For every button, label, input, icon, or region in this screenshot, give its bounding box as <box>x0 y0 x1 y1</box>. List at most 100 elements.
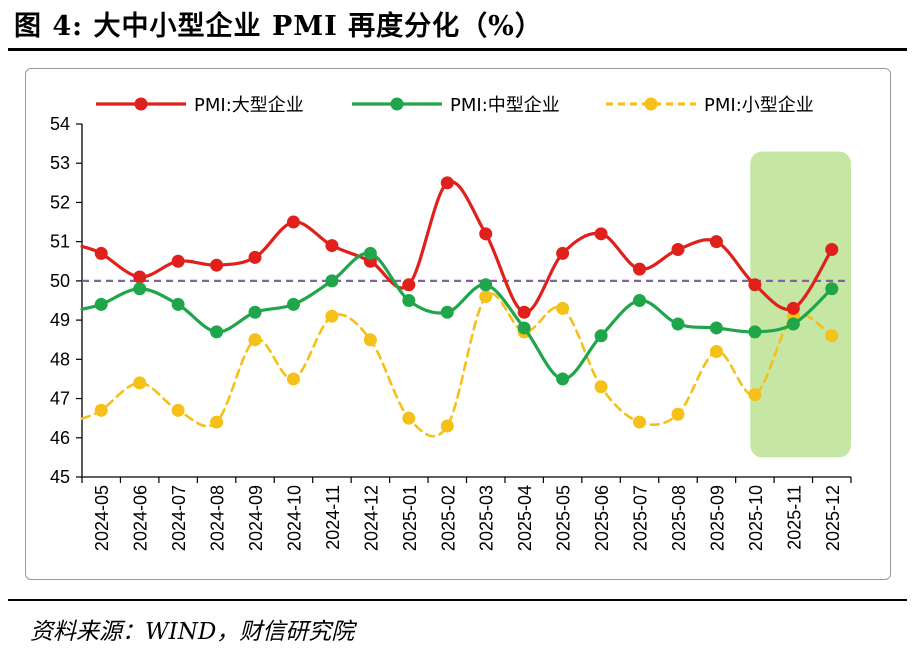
series-2-point-15 <box>671 407 685 421</box>
series-0-point-10 <box>479 227 493 241</box>
series-2-point-14 <box>633 415 647 429</box>
series-1-point-5 <box>286 297 300 311</box>
series-2-point-1 <box>133 376 147 390</box>
legend-label-0: PMI:大型企业 <box>194 95 304 116</box>
series-line-2 <box>80 292 834 438</box>
figure-title: 图 4: 大中小型企业 PMI 再度分化（%） <box>14 11 543 42</box>
y-tick-label: 53 <box>50 153 70 173</box>
series-2-point-17 <box>748 388 762 402</box>
series-2-point-0 <box>94 403 108 417</box>
series-0-point-17 <box>748 278 762 292</box>
y-tick-label: 51 <box>50 232 70 252</box>
x-tick-label: 2025-10 <box>746 485 766 551</box>
legend-marker-2 <box>644 97 658 111</box>
series-1-point-18 <box>786 317 800 331</box>
series-1-point-9 <box>440 305 454 319</box>
y-tick-label: 54 <box>50 114 70 134</box>
x-tick-label: 2025-05 <box>554 485 574 551</box>
x-tick-label: 2025-06 <box>592 485 612 551</box>
series-0-point-18 <box>786 301 800 315</box>
series-0-point-3 <box>210 258 224 272</box>
series-2-point-6 <box>325 309 339 323</box>
series-2-point-2 <box>171 403 185 417</box>
x-tick-label: 2024-05 <box>92 485 112 551</box>
series-0-point-15 <box>671 243 685 257</box>
y-tick-label: 46 <box>50 428 70 448</box>
x-tick-label: 2024-12 <box>361 485 381 551</box>
series-0-point-9 <box>440 176 454 190</box>
x-tick-label: 2025-12 <box>823 485 843 551</box>
series-0-point-6 <box>325 239 339 253</box>
y-tick-label: 45 <box>50 467 70 487</box>
series-0-point-5 <box>286 215 300 229</box>
series-1-point-15 <box>671 317 685 331</box>
x-tick-label: 2024-09 <box>246 485 266 551</box>
series-0-point-11 <box>517 305 531 319</box>
x-tick-label: 2025-11 <box>784 485 804 550</box>
series-0-point-16 <box>709 235 723 249</box>
series-1-point-13 <box>594 329 608 343</box>
series-2-point-19 <box>825 329 839 343</box>
source-note: 资料来源：WIND，财信研究院 <box>30 619 355 645</box>
series-1-point-12 <box>556 372 570 386</box>
legend-marker-1 <box>390 97 404 111</box>
x-tick-label: 2025-08 <box>669 485 689 551</box>
top-rule <box>8 48 907 51</box>
x-tick-label: 2024-07 <box>169 485 189 551</box>
series-1-point-6 <box>325 274 339 288</box>
y-tick-label: 50 <box>50 271 70 291</box>
series-2-point-8 <box>402 411 416 425</box>
series-1-point-0 <box>94 297 108 311</box>
chart-frame <box>25 68 891 580</box>
y-tick-label: 49 <box>50 310 70 330</box>
x-tick-label: 2024-10 <box>284 485 304 551</box>
series-2-point-16 <box>709 344 723 358</box>
series-1-point-7 <box>363 246 377 260</box>
series-0-point-4 <box>248 250 262 264</box>
series-1-point-3 <box>210 325 224 339</box>
series-2-point-5 <box>286 372 300 386</box>
series-0-point-0 <box>94 246 108 260</box>
series-2-point-3 <box>210 415 224 429</box>
series-1-point-1 <box>133 282 147 296</box>
legend-label-2: PMI:小型企业 <box>704 95 814 116</box>
x-tick-label: 2025-02 <box>438 485 458 551</box>
y-tick-label: 47 <box>50 389 70 409</box>
x-tick-label: 2025-07 <box>631 485 651 551</box>
x-tick-label: 2025-03 <box>477 485 497 551</box>
legend-marker-0 <box>134 97 148 111</box>
x-tick-label: 2025-01 <box>400 485 420 551</box>
x-tick-label: 2024-06 <box>131 485 151 551</box>
series-0-point-2 <box>171 254 185 268</box>
series-2-point-7 <box>363 333 377 347</box>
series-0-point-19 <box>825 243 839 257</box>
legend-label-1: PMI:中型企业 <box>450 95 560 116</box>
series-1-point-14 <box>633 294 647 307</box>
bottom-rule <box>8 599 907 601</box>
series-1-point-8 <box>402 294 416 307</box>
series-0-point-12 <box>556 246 570 260</box>
series-2-point-13 <box>594 380 608 394</box>
series-line-1 <box>80 251 834 381</box>
series-1-point-17 <box>748 325 762 339</box>
series-1-point-4 <box>248 305 262 319</box>
series-2-point-9 <box>440 419 454 433</box>
y-tick-label: 52 <box>50 192 70 212</box>
x-tick-label: 2025-04 <box>515 485 535 551</box>
series-0-point-13 <box>594 227 608 241</box>
series-1-point-11 <box>517 321 531 335</box>
series-0-point-14 <box>633 262 647 276</box>
series-1-point-2 <box>171 297 185 311</box>
x-tick-label: 2025-09 <box>707 485 727 551</box>
series-1-point-16 <box>709 321 723 335</box>
series-1-point-19 <box>825 282 839 296</box>
series-1-point-10 <box>479 278 493 292</box>
series-2-point-10 <box>479 290 493 304</box>
series-2-point-4 <box>248 333 262 347</box>
series-0-point-1 <box>133 270 147 284</box>
x-tick-label: 2024-08 <box>208 485 228 551</box>
series-2-point-12 <box>556 301 570 315</box>
y-tick-label: 48 <box>50 349 70 369</box>
x-tick-label: 2024-11 <box>323 485 343 550</box>
